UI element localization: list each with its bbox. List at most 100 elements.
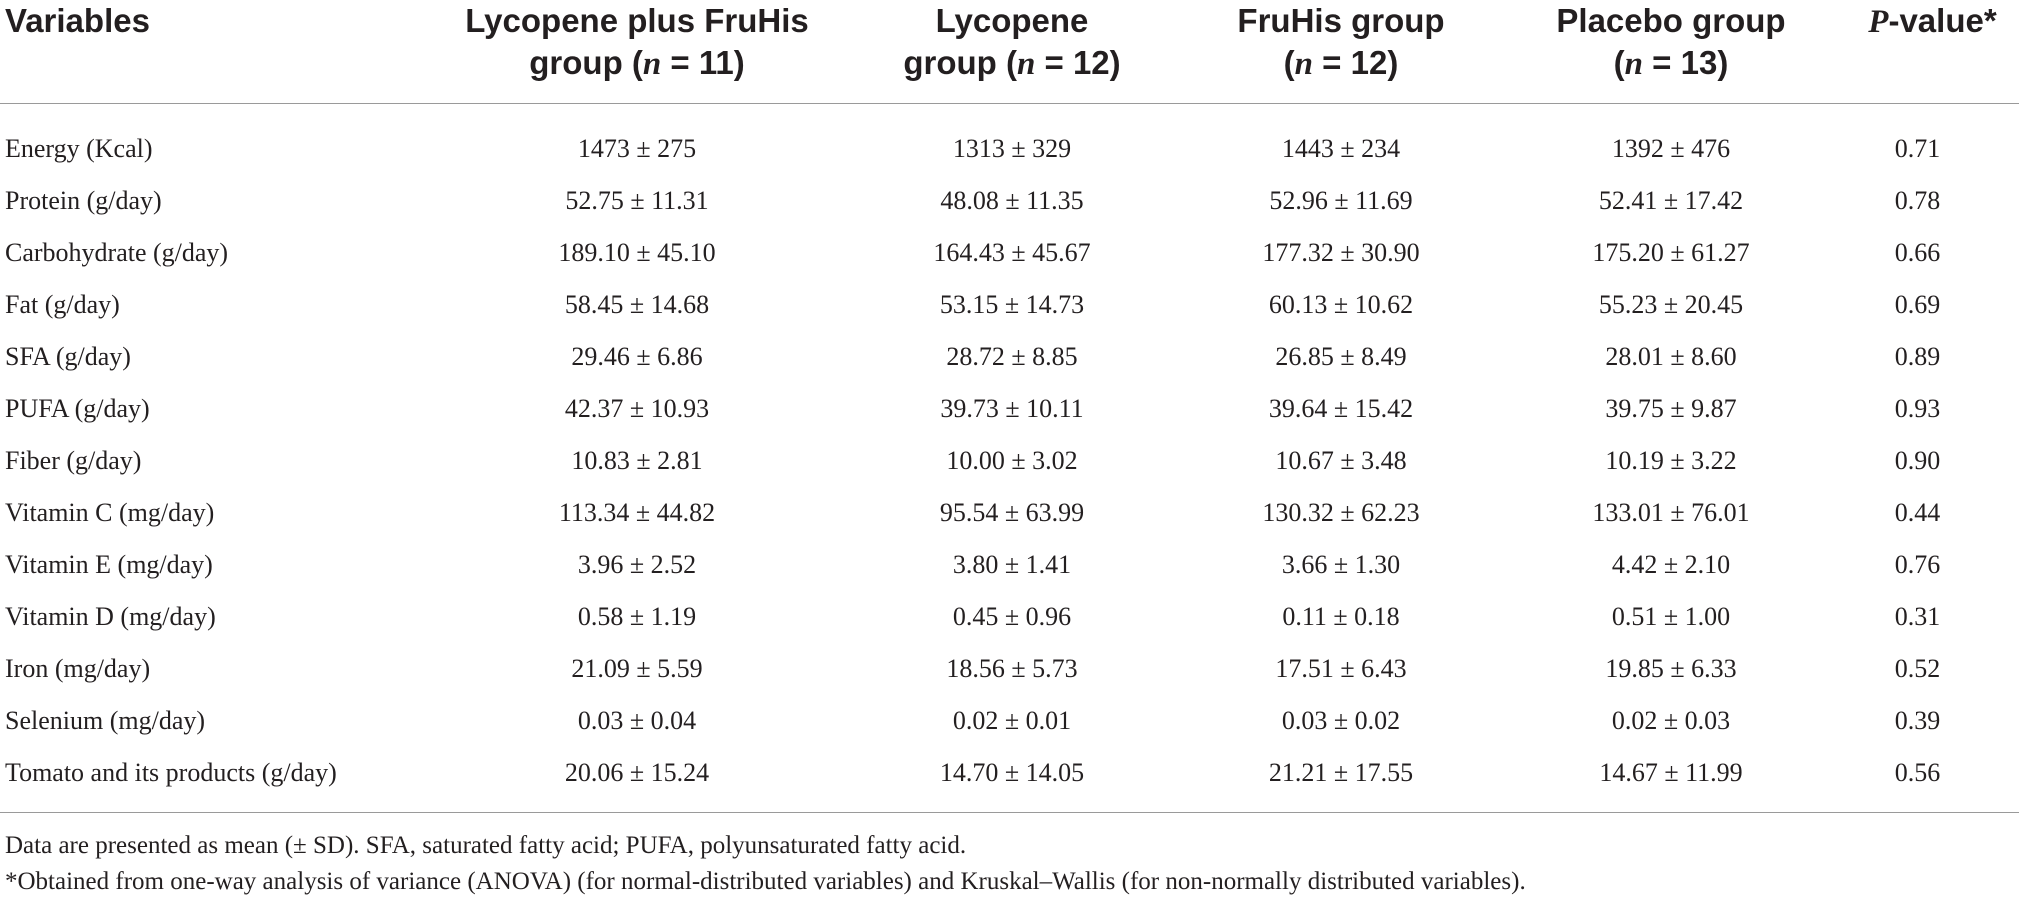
row-label: PUFA (g/day) [5,394,150,423]
cell-pvalue: 0.66 [1894,238,1941,267]
cell-pvalue: 0.39 [1894,706,1941,735]
header-col-lycopene: Lycopene group (n = 12) [862,0,1162,85]
cell-fruhis: 10.67 ± 3.48 [1275,446,1407,475]
header-col4-line2: (n = 13) [1613,44,1729,82]
table-row: Vitamin E (mg/day) 3.96 ± 2.52 3.80 ± 1.… [0,539,2019,591]
cell-placebo: 14.67 ± 11.99 [1599,758,1743,787]
header-col1-line1: Lycopene plus FruHis [465,2,809,39]
table-row: Fat (g/day) 58.45 ± 14.68 53.15 ± 14.73 … [0,279,2019,331]
cell-fruhis: 0.11 ± 0.18 [1282,602,1400,631]
cell-lycopene: 95.54 ± 63.99 [939,498,1085,527]
cell-lycopene: 48.08 ± 11.35 [940,186,1084,215]
header-col4-line1: Placebo group [1556,2,1786,39]
cell-pvalue: 0.69 [1894,290,1941,319]
header-col3-line2: (n = 12) [1283,44,1399,82]
header-rule [0,103,2019,104]
cell-lycopene: 0.02 ± 0.01 [952,706,1072,735]
cell-fruhis: 177.32 ± 30.90 [1262,238,1420,267]
cell-fruhis: 0.03 ± 0.02 [1281,706,1401,735]
row-label: SFA (g/day) [5,342,131,371]
cell-placebo: 133.01 ± 76.01 [1592,498,1750,527]
header-col-fruhis: FruHis group (n = 12) [1191,0,1491,85]
row-label: Fiber (g/day) [5,446,142,475]
table-row: Fiber (g/day) 10.83 ± 2.81 10.00 ± 3.02 … [0,435,2019,487]
header-pvalue-rest: -value* [1888,2,1997,39]
header-col3-line1: FruHis group [1237,2,1445,39]
cell-placebo: 19.85 ± 6.33 [1605,654,1737,683]
cell-lycopene-fruhis: 20.06 ± 15.24 [564,758,710,787]
cell-lycopene-fruhis: 58.45 ± 14.68 [564,290,710,319]
row-label: Selenium (mg/day) [5,706,206,735]
cell-pvalue: 0.78 [1894,186,1941,215]
cell-placebo: 39.75 ± 9.87 [1605,394,1737,423]
table-row: Iron (mg/day) 21.09 ± 5.59 18.56 ± 5.73 … [0,643,2019,695]
cell-lycopene: 28.72 ± 8.85 [946,342,1078,371]
cell-lycopene-fruhis: 113.34 ± 44.82 [558,498,716,527]
cell-lycopene: 164.43 ± 45.67 [933,238,1091,267]
header-col-placebo: Placebo group (n = 13) [1521,0,1821,85]
cell-placebo: 10.19 ± 3.22 [1605,446,1737,475]
table-row: Tomato and its products (g/day) 20.06 ± … [0,747,2019,799]
cell-lycopene: 39.73 ± 10.11 [940,394,1084,423]
cell-lycopene-fruhis: 52.75 ± 11.31 [565,186,709,215]
row-label: Carbohydrate (g/day) [5,238,229,267]
cell-lycopene-fruhis: 189.10 ± 45.10 [558,238,716,267]
cell-fruhis: 3.66 ± 1.30 [1281,550,1401,579]
cell-fruhis: 39.64 ± 15.42 [1268,394,1414,423]
cell-fruhis: 21.21 ± 17.55 [1268,758,1414,787]
cell-pvalue: 0.44 [1894,498,1941,527]
cell-placebo: 55.23 ± 20.45 [1598,290,1744,319]
header-variables: Variables [5,0,150,42]
row-label: Vitamin D (mg/day) [5,602,216,631]
header-col1-line2: group (n = 11) [529,44,745,82]
cell-pvalue: 0.90 [1894,446,1941,475]
row-label: Vitamin C (mg/day) [5,498,215,527]
cell-fruhis: 60.13 ± 10.62 [1268,290,1414,319]
cell-fruhis: 1443 ± 234 [1281,134,1401,163]
cell-pvalue: 0.76 [1894,550,1941,579]
cell-placebo: 175.20 ± 61.27 [1592,238,1750,267]
cell-pvalue: 0.93 [1894,394,1941,423]
header-pvalue-p: P [1868,4,1889,40]
row-label: Energy (Kcal) [5,134,153,163]
table-row: Selenium (mg/day) 0.03 ± 0.04 0.02 ± 0.0… [0,695,2019,747]
cell-fruhis: 26.85 ± 8.49 [1275,342,1407,371]
cell-lycopene: 0.45 ± 0.96 [952,602,1072,631]
table-row: Vitamin D (mg/day) 0.58 ± 1.19 0.45 ± 0.… [0,591,2019,643]
table-header: Variables Lycopene plus FruHis group (n … [0,0,2019,103]
cell-placebo: 0.51 ± 1.00 [1611,602,1731,631]
table-row: Protein (g/day) 52.75 ± 11.31 48.08 ± 11… [0,175,2019,227]
row-label: Vitamin E (mg/day) [5,550,213,579]
row-label: Fat (g/day) [5,290,120,319]
cell-placebo: 28.01 ± 8.60 [1605,342,1737,371]
cell-placebo: 52.41 ± 17.42 [1598,186,1744,215]
table-row: Carbohydrate (g/day) 189.10 ± 45.10 164.… [0,227,2019,279]
cell-lycopene-fruhis: 10.83 ± 2.81 [571,446,703,475]
cell-lycopene: 18.56 ± 5.73 [946,654,1078,683]
cell-fruhis: 130.32 ± 62.23 [1262,498,1420,527]
header-variables-label: Variables [5,2,150,39]
cell-lycopene-fruhis: 42.37 ± 10.93 [564,394,710,423]
cell-lycopene-fruhis: 29.46 ± 6.86 [571,342,703,371]
cell-lycopene-fruhis: 0.03 ± 0.04 [577,706,697,735]
cell-lycopene-fruhis: 0.58 ± 1.19 [577,602,697,631]
header-col2-line2: group (n = 12) [903,44,1121,82]
header-col2-line1: Lycopene [935,2,1089,39]
cell-lycopene: 53.15 ± 14.73 [939,290,1085,319]
table-row: PUFA (g/day) 42.37 ± 10.93 39.73 ± 10.11… [0,383,2019,435]
cell-fruhis: 52.96 ± 11.69 [1269,186,1413,215]
cell-lycopene: 1313 ± 329 [952,134,1072,163]
cell-placebo: 4.42 ± 2.10 [1611,550,1731,579]
footer-rule [0,812,2019,813]
cell-lycopene-fruhis: 1473 ± 275 [577,134,697,163]
table-row: Vitamin C (mg/day) 113.34 ± 44.82 95.54 … [0,487,2019,539]
footnote-definitions: Data are presented as mean (± SD). SFA, … [5,832,967,859]
header-pvalue: P-value* [1860,0,2005,43]
row-label: Iron (mg/day) [5,654,151,683]
table-row: Energy (Kcal) 1473 ± 275 1313 ± 329 1443… [0,123,2019,175]
row-label: Tomato and its products (g/day) [5,758,337,787]
cell-pvalue: 0.31 [1894,602,1941,631]
cell-pvalue: 0.71 [1894,134,1941,163]
table-row: SFA (g/day) 29.46 ± 6.86 28.72 ± 8.85 26… [0,331,2019,383]
